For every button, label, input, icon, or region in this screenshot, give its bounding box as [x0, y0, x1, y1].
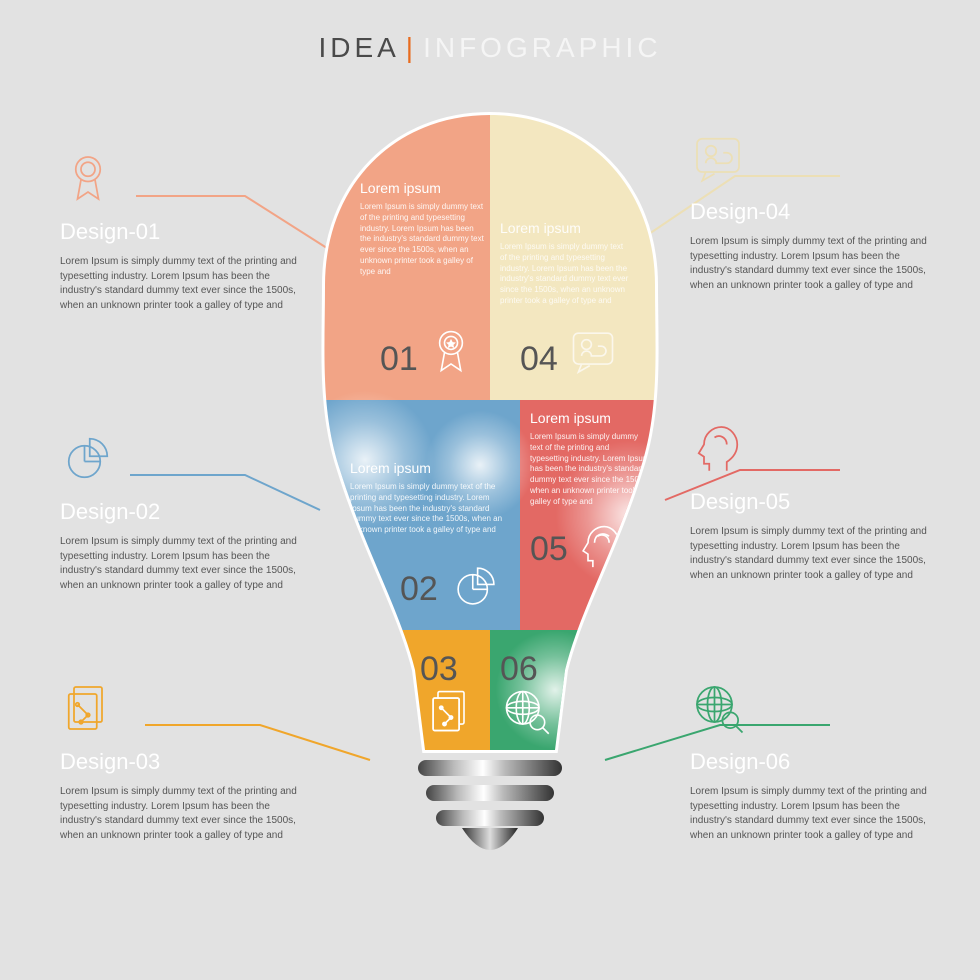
- blog-icon: [567, 325, 619, 382]
- callout-body: Lorem Ipsum is simply dummy text of the …: [690, 525, 930, 583]
- callout-body: Lorem Ipsum is simply dummy text of the …: [690, 235, 930, 293]
- callout-body: Lorem Ipsum is simply dummy text of the …: [690, 785, 930, 843]
- callout-body: Lorem Ipsum is simply dummy text of the …: [60, 785, 300, 843]
- callout-03: Design-03 Lorem Ipsum is simply dummy tex…: [60, 680, 300, 843]
- callout-04: Design-04 Lorem Ipsum is simply dummy tex…: [690, 130, 930, 293]
- globe-icon: [690, 680, 930, 741]
- pie-icon: [450, 560, 502, 617]
- callout-title: Design-03: [60, 749, 300, 775]
- blog-icon: [690, 130, 930, 191]
- bulb-tip: [462, 828, 518, 864]
- segment-06-number: 06: [500, 650, 538, 689]
- callout-title: Design-05: [690, 489, 930, 515]
- segment-01-number: 01: [380, 340, 418, 379]
- callout-title: Design-06: [690, 749, 930, 775]
- callout-title: Design-04: [690, 199, 930, 225]
- callout-02: Design-02 Lorem Ipsum is simply dummy tex…: [60, 430, 300, 593]
- pie-icon: [60, 430, 300, 491]
- bulb-thread-3: [436, 810, 544, 826]
- bulb-thread-2: [426, 785, 554, 801]
- head-icon: [690, 420, 930, 481]
- bulb-thread-1: [418, 760, 562, 776]
- globe-icon: [500, 685, 552, 742]
- segment-04-text: Lorem ipsum Lorem Ipsum is simply dummy …: [500, 220, 630, 307]
- callout-06: Design-06 Lorem Ipsum is simply dummy tex…: [690, 680, 930, 843]
- segment-01-text: Lorem ipsum Lorem Ipsum is simply dummy …: [360, 180, 485, 278]
- docs-icon: [60, 680, 300, 741]
- docs-icon: [425, 685, 477, 742]
- award-icon: [60, 150, 300, 211]
- segment-05-number: 05: [530, 530, 568, 569]
- segment-02-text: Lorem ipsum Lorem Ipsum is simply dummy …: [350, 460, 510, 536]
- callout-05: Design-05 Lorem Ipsum is simply dummy tex…: [690, 420, 930, 583]
- lightbulb: Lorem ipsum Lorem Ipsum is simply dummy …: [305, 110, 675, 820]
- segment-04-number: 04: [520, 340, 558, 379]
- award-icon: [425, 325, 477, 382]
- segment-03-number: 03: [420, 650, 458, 689]
- callout-title: Design-02: [60, 499, 300, 525]
- callout-title: Design-01: [60, 219, 300, 245]
- callout-body: Lorem Ipsum is simply dummy text of the …: [60, 535, 300, 593]
- segment-05-text: Lorem ipsum Lorem Ipsum is simply dummy …: [530, 410, 650, 508]
- callout-body: Lorem Ipsum is simply dummy text of the …: [60, 255, 300, 313]
- callout-01: Design-01 Lorem Ipsum is simply dummy tex…: [60, 150, 300, 313]
- segment-02-number: 02: [400, 570, 438, 609]
- infographic-stage: Lorem ipsum Lorem Ipsum is simply dummy …: [0, 0, 980, 980]
